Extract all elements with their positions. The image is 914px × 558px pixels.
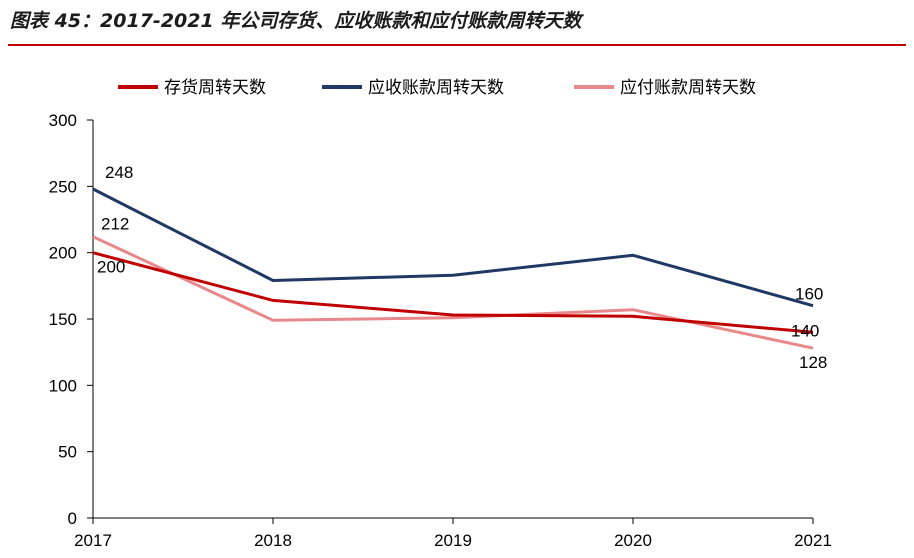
axes: 0 50 100 150 200 250 300 2017 2018 2019 2020 2021 <box>49 111 832 550</box>
legend-label-2: 应收账款周转天数 <box>368 78 504 98</box>
series-line-3 <box>92 235 814 350</box>
figure-title: 图表 45：2017-2021 年公司存货、应收账款和应付账款周转天数 <box>10 10 582 32</box>
x-tick-label: 2020 <box>614 531 652 550</box>
legend-label-3: 应付账款周转天数 <box>620 78 756 98</box>
legend: 存货周转天数 应收账款周转天数 应付账款周转天数 <box>118 78 756 98</box>
data-label: 128 <box>799 353 827 372</box>
data-label: 140 <box>791 321 819 340</box>
series-line-2 <box>92 187 814 308</box>
x-tick-label: 2019 <box>434 531 472 550</box>
title-underline <box>8 44 906 46</box>
y-tick-label: 150 <box>49 310 77 329</box>
series-lines <box>92 187 814 350</box>
data-labels: 200 140 248 160 212 128 <box>97 163 827 372</box>
x-tick-label: 2017 <box>74 531 112 550</box>
y-tick-label: 100 <box>49 376 77 395</box>
data-label: 212 <box>101 215 129 234</box>
y-tick-label: 0 <box>68 509 77 528</box>
x-tick-label: 2021 <box>794 531 832 550</box>
series-line-1 <box>92 251 814 334</box>
y-tick-label: 300 <box>49 111 77 130</box>
data-label: 248 <box>105 163 133 182</box>
x-tick-label: 2018 <box>254 531 292 550</box>
data-label: 160 <box>795 285 823 304</box>
y-tick-label: 50 <box>58 443 77 462</box>
y-tick-label: 200 <box>49 244 77 263</box>
legend-label-1: 存货周转天数 <box>164 78 266 98</box>
y-tick-label: 250 <box>49 177 77 196</box>
data-label: 200 <box>97 258 125 277</box>
